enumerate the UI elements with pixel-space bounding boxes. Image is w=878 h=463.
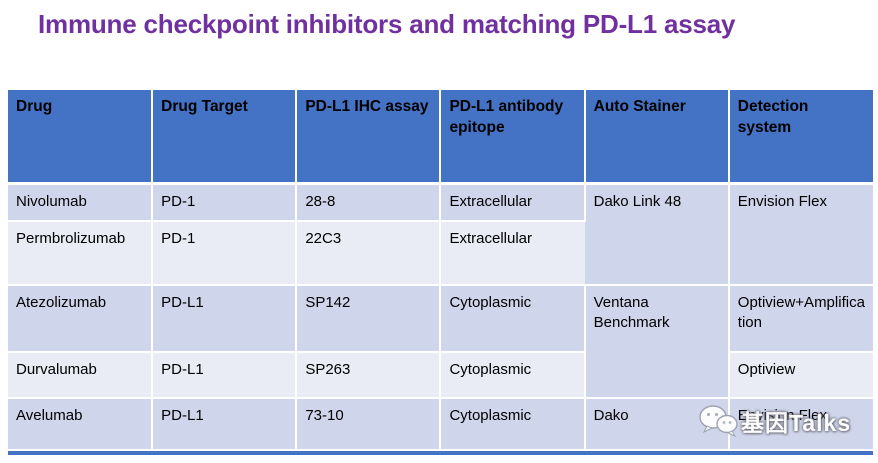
table-cell: Avelumab [8, 398, 154, 451]
table-cell: Extracellular [440, 183, 586, 222]
table-cell: Permbrolizumab [8, 221, 154, 286]
column-header: Drug Target [152, 90, 298, 185]
table-cell: 28-8 [296, 183, 442, 222]
table-cell: Optiview+Amplification [728, 285, 873, 353]
table-cell: Envision Flex [728, 183, 873, 286]
table-cell: Optiview [728, 352, 873, 399]
table-row: Atezolizumab PD-L1 SP142 Cytoplasmic Ventana… [8, 285, 873, 399]
table-cell: 73-10 [296, 398, 442, 451]
table-cell: Cytoplasmic [440, 285, 586, 353]
table-cell: Dako [584, 398, 730, 451]
column-header: Auto Stainer [584, 90, 730, 185]
table-cell: Extracellular [440, 221, 585, 286]
table-cell: Atezolizumab [8, 285, 154, 353]
table-cell: PD-1 [152, 183, 298, 222]
table-cell: Ventana Benchmark [584, 285, 730, 399]
table-header: Drug Drug Target PD-L1 IHC assay PD-L1 anti… [8, 90, 873, 185]
table-cell: Envision Flex [728, 398, 873, 451]
column-header: PD-L1 antibody epitope [440, 90, 586, 185]
table-cell: PD-L1 [152, 285, 298, 353]
table-cell: 22C3 [296, 221, 442, 286]
page-title: Immune checkpoint inhibitors and matchin… [38, 9, 736, 39]
table-cell: Cytoplasmic [440, 398, 586, 451]
table-cell: PD-L1 [152, 398, 298, 451]
column-header: Detection system [728, 90, 873, 185]
table-row: Permbrolizumab PD-1 22C3 Extracellular [8, 221, 873, 286]
table-row: Avelumab PD-L1 73-10 Cytoplasmic Dako Envisio… [8, 398, 873, 451]
table-cell: Cytoplasmic [440, 352, 586, 399]
table-cell: PD-1 [152, 221, 298, 286]
table-row: Nivolumab PD-1 28-8 Extracellular Dako Link … [8, 183, 873, 286]
column-header: PD-L1 IHC assay [296, 90, 442, 185]
table-body: Nivolumab PD-1 28-8 Extracellular Dako Link … [8, 183, 873, 451]
assay-table: Drug Drug Target PD-L1 IHC assay PD-L1 anti… [8, 90, 873, 455]
table-cell: Durvalumab [8, 352, 154, 399]
table-cell: PD-L1 [152, 352, 298, 399]
table-row: Durvalumab PD-L1 SP263 Cytoplasmic Optiview [8, 352, 873, 399]
table-header-row: Drug Drug Target PD-L1 IHC assay PD-L1 anti… [8, 90, 873, 185]
column-header: Drug [8, 90, 154, 185]
table-cell: SP263 [296, 352, 442, 399]
table-cell: SP142 [296, 285, 442, 353]
table-cell: Nivolumab [8, 183, 154, 222]
table-cell: Dako Link 48 [584, 183, 730, 286]
